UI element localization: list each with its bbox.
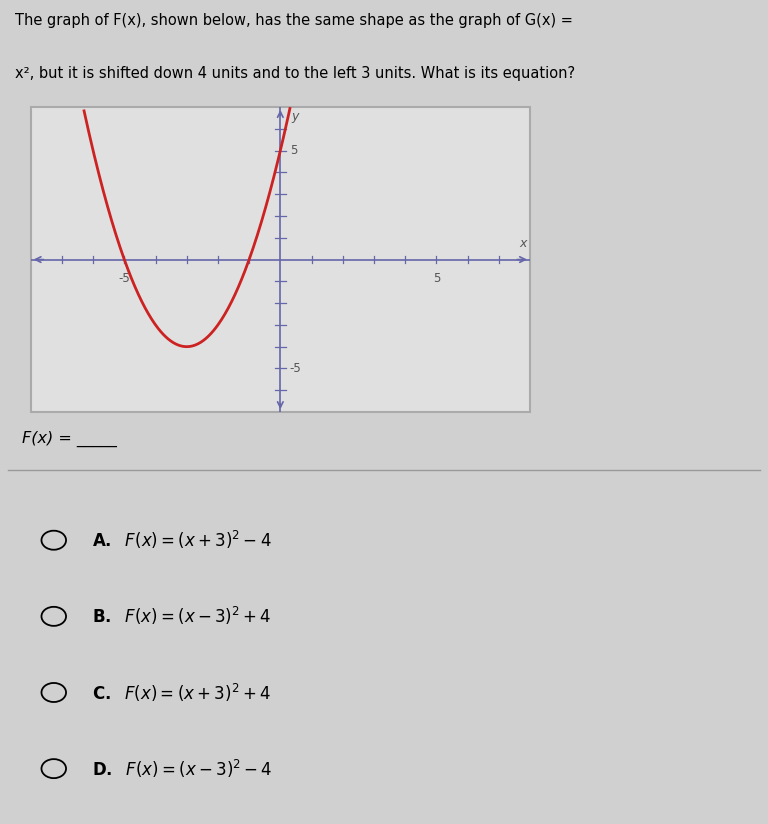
Text: 5: 5 <box>290 144 297 157</box>
Text: x², but it is shifted down 4 units and to the left 3 units. What is its equation: x², but it is shifted down 4 units and t… <box>15 66 575 81</box>
Text: x: x <box>519 236 527 250</box>
Text: F(x) = _____: F(x) = _____ <box>22 431 118 447</box>
Text: 5: 5 <box>432 272 440 284</box>
Text: -5: -5 <box>290 362 301 375</box>
Text: $\bf{C.}$  $F(x)=(x+3)^2+4$: $\bf{C.}$ $F(x)=(x+3)^2+4$ <box>92 681 271 704</box>
Text: y: y <box>291 110 299 124</box>
Bar <box>31 107 530 412</box>
Text: $\bf{D.}$  $F(x)=(x-3)^2-4$: $\bf{D.}$ $F(x)=(x-3)^2-4$ <box>92 757 273 780</box>
Text: $\bf{B.}$  $F(x)=(x-3)^2+4$: $\bf{B.}$ $F(x)=(x-3)^2+4$ <box>92 606 272 627</box>
Text: -5: -5 <box>118 272 131 284</box>
Text: The graph of F(x), shown below, has the same shape as the graph of G(x) =: The graph of F(x), shown below, has the … <box>15 13 573 28</box>
Text: $\bf{A.}$  $F(x)=(x+3)^2-4$: $\bf{A.}$ $F(x)=(x+3)^2-4$ <box>92 529 272 551</box>
